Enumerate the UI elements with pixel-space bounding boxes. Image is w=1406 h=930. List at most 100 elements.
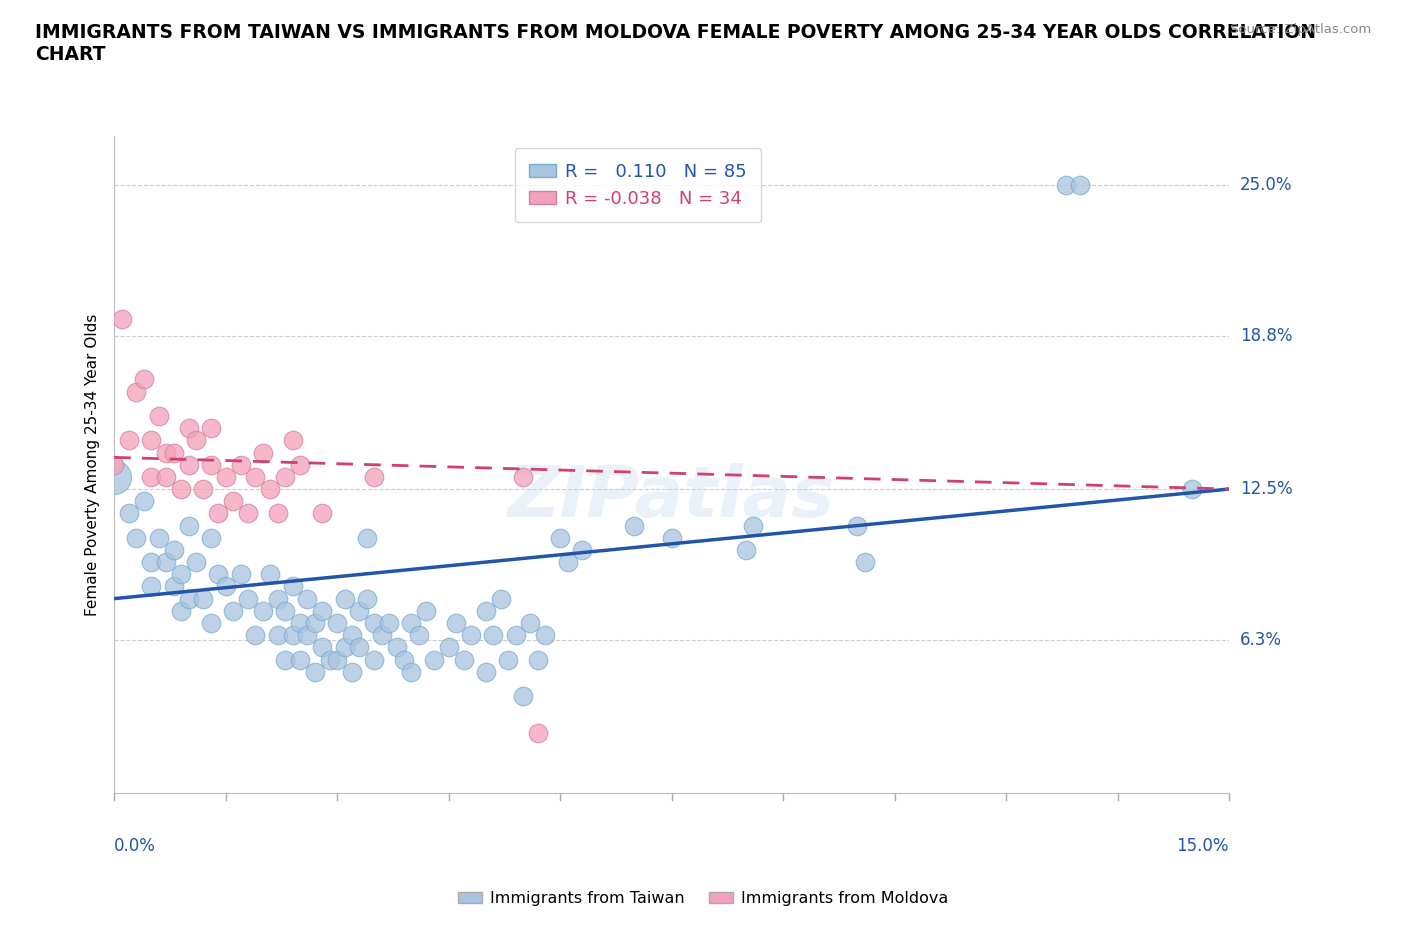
Point (437, 640, 460, 655)
Point (177, 591, 200, 606)
Point (155, 554, 177, 569)
Point (496, 652, 519, 667)
Point (236, 591, 259, 606)
Text: 12.5%: 12.5% (1240, 480, 1294, 498)
Point (236, 506, 259, 521)
Point (215, 579, 238, 594)
Point (846, 518, 869, 533)
Point (118, 432, 141, 447)
Point (148, 408, 170, 423)
Text: 25.0%: 25.0% (1240, 176, 1292, 193)
Point (163, 445, 186, 460)
Point (1054, 178, 1077, 193)
Point (193, 482, 215, 497)
Point (378, 616, 401, 631)
Point (392, 652, 415, 667)
Point (444, 616, 467, 631)
Point (475, 604, 498, 618)
Point (163, 579, 186, 594)
Point (245, 628, 267, 643)
Point (103, 470, 125, 485)
Point (177, 458, 200, 472)
Point (326, 652, 349, 667)
Point (311, 604, 333, 618)
Point (141, 579, 163, 594)
Point (222, 494, 245, 509)
Point (207, 566, 229, 581)
Point (489, 591, 512, 606)
Point (200, 616, 222, 631)
Point (259, 482, 281, 497)
Point (1069, 178, 1091, 193)
Point (125, 530, 148, 545)
Legend: R =   0.110   N = 85, R = -0.038   N = 34: R = 0.110 N = 85, R = -0.038 N = 34 (515, 148, 762, 222)
Point (148, 530, 170, 545)
Point (288, 616, 311, 631)
Text: 6.3%: 6.3% (1240, 631, 1282, 649)
Point (141, 432, 163, 447)
Y-axis label: Female Poverty Among 25-34 Year Olds: Female Poverty Among 25-34 Year Olds (86, 313, 100, 616)
Point (200, 530, 222, 545)
Point (415, 604, 437, 618)
Point (371, 628, 394, 643)
Point (252, 604, 274, 618)
Point (363, 470, 385, 485)
Point (460, 628, 482, 643)
Point (401, 616, 423, 631)
Point (401, 664, 423, 679)
Point (103, 458, 125, 472)
Point (356, 530, 378, 545)
Point (527, 725, 550, 740)
Point (482, 628, 505, 643)
Point (512, 470, 534, 485)
Point (155, 470, 177, 485)
Text: ZIPatlas: ZIPatlas (508, 463, 835, 532)
Point (385, 640, 408, 655)
Point (304, 664, 326, 679)
Point (252, 445, 274, 460)
Point (340, 664, 363, 679)
Text: 0.0%: 0.0% (114, 837, 156, 856)
Point (125, 384, 148, 399)
Point (333, 591, 356, 606)
Point (267, 591, 290, 606)
Point (118, 506, 141, 521)
Point (349, 604, 371, 618)
Point (1181, 482, 1204, 497)
Point (155, 445, 177, 460)
Point (853, 554, 876, 569)
Text: 15.0%: 15.0% (1177, 837, 1229, 856)
Point (141, 470, 163, 485)
Point (207, 506, 229, 521)
Point (141, 554, 163, 569)
Point (333, 640, 356, 655)
Point (184, 432, 207, 447)
Point (557, 554, 579, 569)
Point (548, 530, 571, 545)
Point (623, 518, 645, 533)
Point (259, 566, 281, 581)
Point (267, 628, 290, 643)
Point (281, 579, 304, 594)
Point (304, 616, 326, 631)
Point (311, 640, 333, 655)
Legend: Immigrants from Taiwan, Immigrants from Moldova: Immigrants from Taiwan, Immigrants from … (451, 885, 955, 912)
Point (184, 554, 207, 569)
Point (519, 616, 541, 631)
Point (177, 420, 200, 435)
Text: Source: ZipAtlas.com: Source: ZipAtlas.com (1230, 23, 1371, 36)
Point (349, 640, 371, 655)
Point (281, 432, 304, 447)
Point (661, 530, 683, 545)
Point (193, 591, 215, 606)
Point (505, 628, 527, 643)
Point (132, 494, 155, 509)
Point (742, 518, 765, 533)
Point (288, 458, 311, 472)
Point (288, 652, 311, 667)
Point (222, 604, 245, 618)
Point (363, 616, 385, 631)
Point (163, 542, 186, 557)
Text: IMMIGRANTS FROM TAIWAN VS IMMIGRANTS FROM MOLDOVA FEMALE POVERTY AMONG 25-34 YEA: IMMIGRANTS FROM TAIWAN VS IMMIGRANTS FRO… (35, 23, 1316, 64)
Point (311, 506, 333, 521)
